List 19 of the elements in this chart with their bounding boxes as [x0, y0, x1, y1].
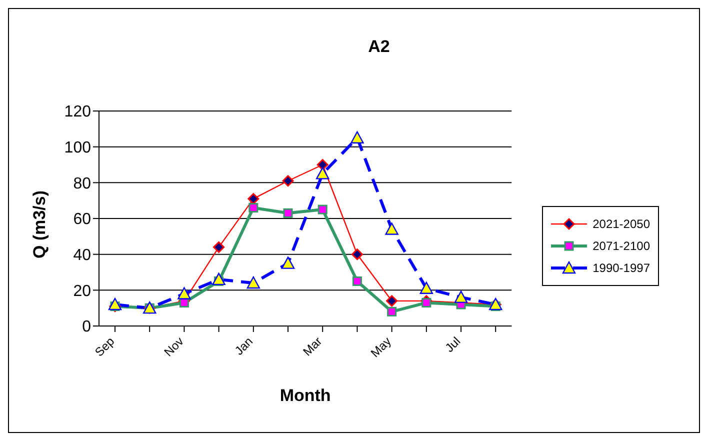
y-tick-label: 100 — [64, 140, 92, 157]
x-tick-label: Nov — [161, 334, 186, 360]
x-axis-title: Month — [280, 386, 331, 405]
x-tick-label: Sep — [92, 334, 118, 360]
x-tick-label: May — [368, 334, 394, 360]
legend-label: 1990-1997 — [592, 261, 650, 275]
y-tick-label: 0 — [82, 318, 92, 336]
x-tick-label: Mar — [300, 334, 325, 359]
x-tick-label: Jan — [232, 334, 256, 358]
y-tick-label: 20 — [73, 282, 92, 300]
chart-title: A2 — [367, 37, 391, 57]
y-axis-title: Q (m3/s) — [30, 190, 50, 258]
y-tick-label: 120 — [64, 104, 92, 121]
legend-label: 2071-2100 — [592, 239, 650, 253]
y-tick-label: 60 — [73, 211, 92, 228]
y-tick-label: 80 — [73, 175, 92, 192]
x-tick-label: Jul — [442, 334, 464, 355]
y-tick-label: 40 — [73, 247, 92, 264]
legend-label: 2021-2050 — [592, 217, 650, 231]
